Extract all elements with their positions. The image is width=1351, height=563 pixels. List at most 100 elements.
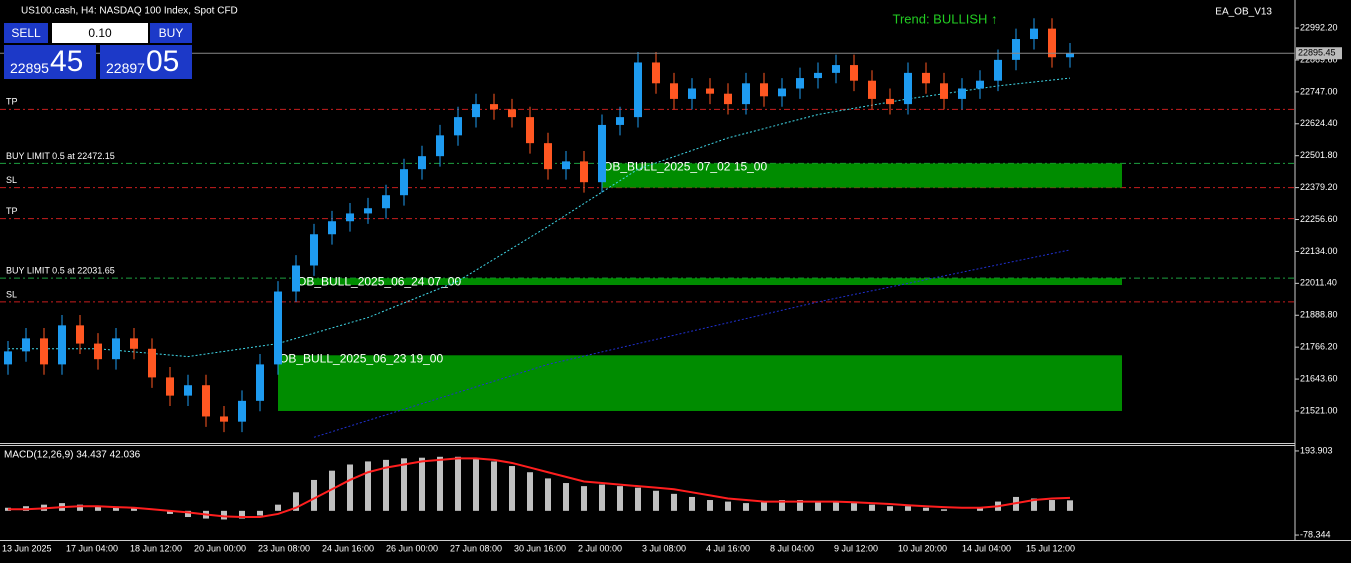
x-tick-label: 18 Jun 12:00 bbox=[130, 543, 182, 553]
candle-body bbox=[670, 83, 678, 99]
candle-body bbox=[922, 72, 930, 84]
macd-bar bbox=[419, 457, 425, 511]
macd-bar bbox=[941, 509, 947, 511]
candle-body bbox=[544, 143, 552, 170]
candle-body bbox=[238, 400, 246, 422]
y-tick-label: 21643.60 bbox=[1300, 373, 1338, 383]
candle-body bbox=[418, 156, 426, 170]
candle-body bbox=[1048, 28, 1056, 58]
candle-body bbox=[1030, 28, 1038, 40]
buy-button[interactable]: BUY bbox=[150, 23, 192, 43]
x-tick-label: 10 Jul 20:00 bbox=[898, 543, 947, 553]
x-tick-label: 13 Jun 2025 bbox=[2, 543, 52, 553]
macd-bar bbox=[347, 464, 353, 511]
macd-bar bbox=[635, 487, 641, 511]
macd-bar bbox=[851, 503, 857, 511]
candle-body bbox=[454, 117, 462, 136]
current-price-label: 22895.45 bbox=[1298, 48, 1336, 58]
bid-price[interactable]: 22895 45 bbox=[4, 45, 96, 79]
macd-bar bbox=[707, 500, 713, 511]
macd-bar bbox=[833, 501, 839, 511]
x-tick-label: 14 Jul 04:00 bbox=[962, 543, 1011, 553]
level-label: SL bbox=[6, 289, 17, 299]
ask-price[interactable]: 22897 05 bbox=[100, 45, 192, 79]
candle-body bbox=[598, 124, 606, 183]
macd-bar bbox=[185, 510, 191, 518]
macd-bar bbox=[455, 456, 461, 511]
macd-bar bbox=[95, 506, 101, 511]
macd-bar bbox=[689, 496, 695, 511]
candle-body bbox=[4, 351, 12, 365]
y-tick-label: 21766.20 bbox=[1300, 342, 1338, 352]
order-block-label: OB_BULL_2025_06_24 07_00 bbox=[297, 274, 461, 288]
x-tick-label: 3 Jul 08:00 bbox=[642, 543, 686, 553]
candle-body bbox=[868, 80, 876, 99]
y-tick-label: 22501.80 bbox=[1300, 150, 1338, 160]
candle-body bbox=[436, 135, 444, 157]
macd-bar bbox=[275, 504, 281, 511]
macd-bar bbox=[545, 478, 551, 511]
candle-body bbox=[382, 195, 390, 209]
x-tick-label: 23 Jun 08:00 bbox=[258, 543, 310, 553]
candle-body bbox=[292, 265, 300, 292]
macd-bar bbox=[383, 459, 389, 511]
candle-body bbox=[508, 109, 516, 118]
bid-big: 22895 bbox=[10, 60, 49, 76]
level-label: BUY LIMIT 0.5 at 22472.15 bbox=[6, 151, 115, 161]
level-label: TP bbox=[6, 97, 18, 107]
macd-bar bbox=[113, 507, 119, 511]
lot-input[interactable]: 0.10 bbox=[52, 23, 148, 43]
candle-body bbox=[1012, 39, 1020, 60]
order-block-label: OB_BULL_2025_07_02 15_00 bbox=[603, 160, 767, 174]
candle-body bbox=[184, 385, 192, 396]
macd-bar bbox=[581, 486, 587, 511]
order-block bbox=[278, 355, 1122, 411]
candle-body bbox=[148, 348, 156, 378]
macd-bar bbox=[401, 458, 407, 511]
y-tick-label: 193.903 bbox=[1300, 445, 1333, 455]
candle-body bbox=[76, 325, 84, 344]
y-tick-label: -78.344 bbox=[1300, 529, 1331, 539]
candle-body bbox=[778, 88, 786, 97]
candle-body bbox=[940, 83, 948, 99]
candle-body bbox=[364, 208, 372, 214]
candle-body bbox=[490, 104, 498, 110]
level-label: SL bbox=[6, 175, 17, 185]
candle-body bbox=[724, 93, 732, 105]
signal-line bbox=[8, 457, 1071, 519]
x-tick-label: 2 Jul 00:00 bbox=[578, 543, 622, 553]
macd-bar bbox=[221, 510, 227, 520]
y-tick-label: 22011.40 bbox=[1300, 278, 1337, 288]
ask-small: 05 bbox=[146, 45, 180, 78]
macd-bar bbox=[797, 500, 803, 511]
candle-body bbox=[634, 62, 642, 118]
macd-bar bbox=[617, 486, 623, 511]
y-tick-label: 22869.60 bbox=[1300, 54, 1338, 64]
candle-body bbox=[760, 83, 768, 97]
macd-bar bbox=[167, 510, 173, 514]
macd-bar bbox=[563, 483, 569, 511]
macd-bar bbox=[1031, 498, 1037, 511]
level-label: BUY LIMIT 0.5 at 22031.65 bbox=[6, 265, 115, 275]
macd-bar bbox=[293, 492, 299, 511]
candle-body bbox=[112, 338, 120, 360]
candle-body bbox=[22, 338, 30, 352]
candle-body bbox=[832, 65, 840, 73]
ea-name: EA_OB_V13 bbox=[1215, 7, 1272, 18]
level-label: TP bbox=[6, 206, 18, 216]
chart-title: US100.cash, H4: NASDAQ 100 Index, Spot C… bbox=[21, 6, 238, 17]
macd-bar bbox=[815, 501, 821, 511]
macd-bar bbox=[671, 493, 677, 511]
macd-bar bbox=[329, 470, 335, 511]
macd-bar bbox=[437, 456, 443, 511]
y-tick-label: 21521.00 bbox=[1300, 405, 1338, 415]
candle-body bbox=[796, 78, 804, 89]
x-tick-label: 30 Jun 16:00 bbox=[514, 543, 566, 553]
sell-button[interactable]: SELL bbox=[4, 23, 48, 43]
macd-bar bbox=[599, 484, 605, 511]
candle-body bbox=[94, 343, 102, 360]
x-tick-label: 4 Jul 16:00 bbox=[706, 543, 750, 553]
macd-bar bbox=[905, 506, 911, 511]
macd-bar bbox=[1067, 500, 1073, 511]
